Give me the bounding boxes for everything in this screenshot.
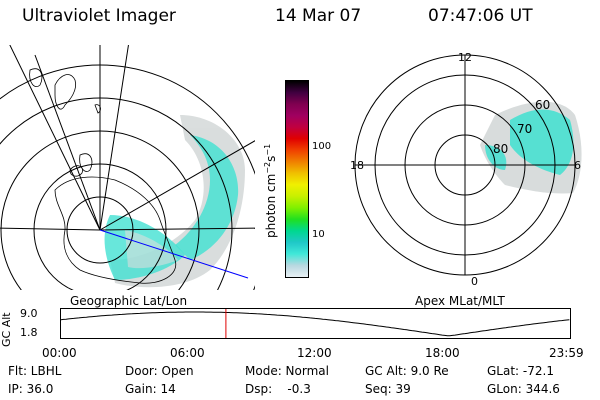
colorbar bbox=[285, 80, 309, 278]
timeline-xtick-2359: 23:59 bbox=[549, 346, 584, 360]
gain-info: Gain: 14 bbox=[125, 382, 176, 396]
mlt-lines bbox=[355, 55, 575, 275]
timeline-frame bbox=[60, 308, 571, 339]
time-label: 07:47:06 UT bbox=[428, 6, 533, 26]
instrument-title: Ultraviolet Imager bbox=[22, 6, 176, 26]
timeline-xtick-1200: 12:00 bbox=[297, 346, 332, 360]
apex-panel-title: Apex MLat/MLT bbox=[415, 294, 505, 308]
coastline bbox=[29, 68, 177, 284]
ip-info: IP: 36.0 bbox=[8, 382, 54, 396]
mlt-label-6: 6 bbox=[574, 159, 581, 172]
timeline-ytick-high: 9.0 bbox=[20, 307, 38, 320]
mlt-label-18: 18 bbox=[350, 159, 364, 172]
aurora-emission-geo bbox=[104, 115, 245, 288]
glat-info: GLat: -72.1 bbox=[487, 364, 554, 378]
mlt-label-12: 12 bbox=[458, 51, 472, 64]
timeline-ylabel: GC Alt bbox=[0, 312, 13, 347]
door-info: Door: Open bbox=[125, 364, 194, 378]
mlat-label-80: 80 bbox=[493, 142, 508, 156]
timeline-ytick-low: 1.8 bbox=[20, 326, 38, 339]
date-label: 14 Mar 07 bbox=[275, 6, 362, 26]
filter-info: Flt: LBHL bbox=[8, 364, 62, 378]
geographic-map bbox=[0, 45, 255, 290]
satellite-track-line bbox=[99, 229, 249, 279]
mlat-label-60: 60 bbox=[535, 98, 550, 112]
geographic-panel-title: Geographic Lat/Lon bbox=[70, 294, 188, 308]
longitude-lines bbox=[0, 45, 255, 231]
timeline-xtick-1800: 18:00 bbox=[425, 346, 460, 360]
gc-alt-info: GC Alt: 9.0 Re bbox=[365, 364, 449, 378]
orbit-altitude-curve bbox=[60, 311, 570, 337]
apex-polar-plot: 12 18 6 0 60 70 80 bbox=[350, 51, 582, 288]
timeline-plot bbox=[60, 308, 571, 339]
aurora-emission-apex bbox=[480, 101, 582, 194]
mlat-label-70: 70 bbox=[517, 122, 532, 136]
colorbar-unit-label: photon cm−2s−1 bbox=[263, 143, 278, 238]
seq-info: Seq: 39 bbox=[365, 382, 411, 396]
mlt-label-0: 0 bbox=[471, 275, 478, 288]
glon-info: GLon: 344.6 bbox=[487, 382, 560, 396]
colorbar-tick-100: 100 bbox=[312, 141, 332, 152]
timeline-xtick-0000: 00:00 bbox=[42, 346, 77, 360]
timeline-xtick-0600: 06:00 bbox=[170, 346, 205, 360]
mode-info: Mode: Normal bbox=[245, 364, 329, 378]
dsp-info: Dsp: -0.3 bbox=[245, 382, 311, 396]
colorbar-tick-10: 10 bbox=[312, 229, 325, 240]
